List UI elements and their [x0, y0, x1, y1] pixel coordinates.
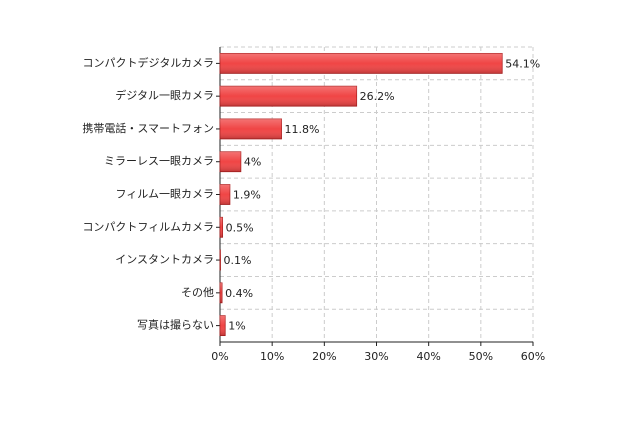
- value-label: 1.9%: [233, 189, 261, 202]
- bar-shade: [220, 184, 230, 205]
- y-tick-label: コンパクトフィルムカメラ: [82, 220, 214, 233]
- value-label: 54.1%: [505, 57, 540, 70]
- bar-shade: [220, 250, 221, 271]
- value-label: 26.2%: [360, 90, 395, 103]
- bar-shade: [220, 151, 241, 172]
- value-label: 0.5%: [226, 221, 254, 234]
- x-tick-label: 60%: [521, 350, 545, 363]
- y-tick-label: インスタントカメラ: [115, 253, 214, 266]
- bar-shade: [220, 118, 282, 139]
- y-tick-label: デジタル一眼カメラ: [115, 88, 214, 102]
- value-label: 11.8%: [285, 123, 320, 136]
- value-label: 0.1%: [224, 254, 252, 267]
- y-tick-label: 携帯電話・スマートフォン: [82, 121, 214, 135]
- y-tick-label: その他: [181, 286, 214, 299]
- x-tick-label: 40%: [416, 350, 440, 363]
- bar-shade: [220, 53, 503, 74]
- x-tick-label: 0%: [211, 350, 228, 363]
- value-label: 0.4%: [225, 287, 253, 300]
- x-tick-label: 50%: [469, 350, 493, 363]
- x-tick-label: 30%: [364, 350, 388, 363]
- y-tick-label: 写真は撮らない: [137, 318, 214, 332]
- y-tick-label: ミラーレス一眼カメラ: [104, 155, 214, 168]
- value-label: 1%: [228, 320, 245, 333]
- bar-shade: [220, 282, 223, 303]
- y-tick-label: フィルム一眼カメラ: [115, 188, 214, 201]
- bar-shade: [220, 315, 226, 336]
- x-tick-label: 20%: [312, 350, 336, 363]
- y-tick-label: コンパクトデジタルカメラ: [83, 55, 214, 69]
- x-tick-label: 10%: [260, 350, 284, 363]
- bar-shade: [220, 86, 357, 107]
- value-label: 4%: [244, 156, 261, 169]
- bar-shade: [220, 217, 223, 238]
